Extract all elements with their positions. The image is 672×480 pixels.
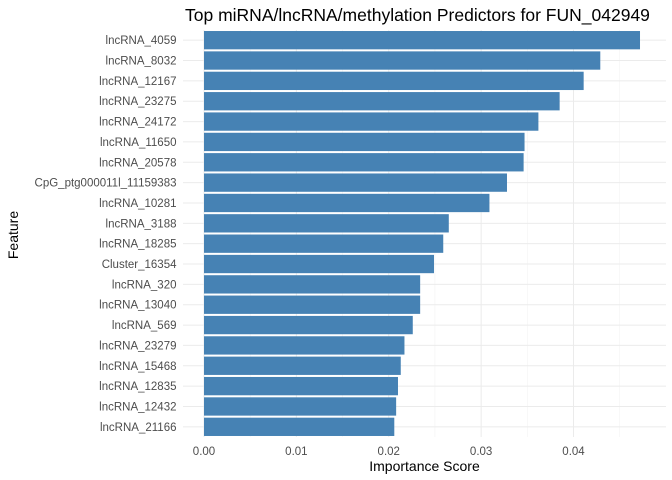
bar-lncRNA_3188 [204,214,449,233]
x-tick-label: 0.04 [562,446,585,458]
bar-lncRNA_8032 [204,51,601,70]
y-tick-label: lncRNA_21166 [100,422,177,434]
bar-lncRNA_24172 [204,112,539,131]
bar-lncRNA_320 [204,275,421,294]
y-tick-label: lncRNA_3188 [106,218,177,230]
x-tick-label: 0.03 [470,446,492,458]
bar-lncRNA_11650 [204,132,525,152]
y-axis-title: Feature [5,211,21,259]
y-tick-label: lncRNA_12835 [99,381,176,393]
y-tick-label: lncRNA_24172 [99,117,176,129]
y-tick-label: CpG_ptg000011l_11159383 [35,178,177,190]
bar-lncRNA_13040 [204,295,421,314]
y-tick-label: lncRNA_10281 [99,198,176,210]
bar-lncRNA_23275 [204,92,560,111]
chart-title: Top miRNA/lncRNA/methylation Predictors … [185,5,650,26]
y-tick-label: lncRNA_11650 [100,137,177,149]
x-tick-label: 0.01 [285,446,307,458]
bar-lncRNA_18285 [204,234,444,253]
y-tick-label: lncRNA_20578 [99,157,176,169]
y-tick-label: lncRNA_12432 [99,401,176,413]
y-tick-label: lncRNA_320 [112,279,177,291]
x-axis-title: Importance Score [369,458,480,474]
y-tick-label: lncRNA_15468 [99,361,176,373]
y-tick-label: lncRNA_18285 [99,239,176,251]
y-tick-label: lncRNA_8032 [106,56,177,68]
bar-lncRNA_12167 [204,71,584,91]
grid [183,30,666,437]
y-tick-label: lncRNA_569 [112,320,177,332]
y-tick-label: lncRNA_12167 [99,76,176,88]
x-tick-label: 0.02 [378,446,400,458]
bar-CpG_ptg000011l_11159383 [204,173,507,192]
bar-lncRNA_569 [204,315,413,335]
bar-lncRNA_12835 [204,376,398,396]
bar-lncRNA_23279 [204,336,405,355]
y-tick-label: Cluster_16354 [102,259,177,271]
x-tick-label: 0.00 [193,446,215,458]
bar-lncRNA_10281 [204,193,490,213]
y-axis-tick-labels: lncRNA_4059 lncRNA_8032 lncRNA_12167 lncRNA… [35,35,178,434]
y-tick-label: lncRNA_23279 [99,340,176,352]
y-tick-label: lncRNA_4059 [106,35,177,47]
x-axis-tick-labels: 0.00 0.01 0.02 0.03 0.04 [193,446,585,458]
bar-lncRNA_15468 [204,356,401,375]
bar-lncRNA_20578 [204,153,524,172]
bar-lncRNA_12432 [204,397,397,416]
bar-lncRNA_4059 [204,31,641,50]
bars [204,31,641,436]
bar-Cluster_16354 [204,254,435,274]
bar-lncRNA_21166 [204,417,395,436]
y-tick-label: lncRNA_23275 [99,96,176,108]
y-tick-label: lncRNA_13040 [99,300,176,312]
